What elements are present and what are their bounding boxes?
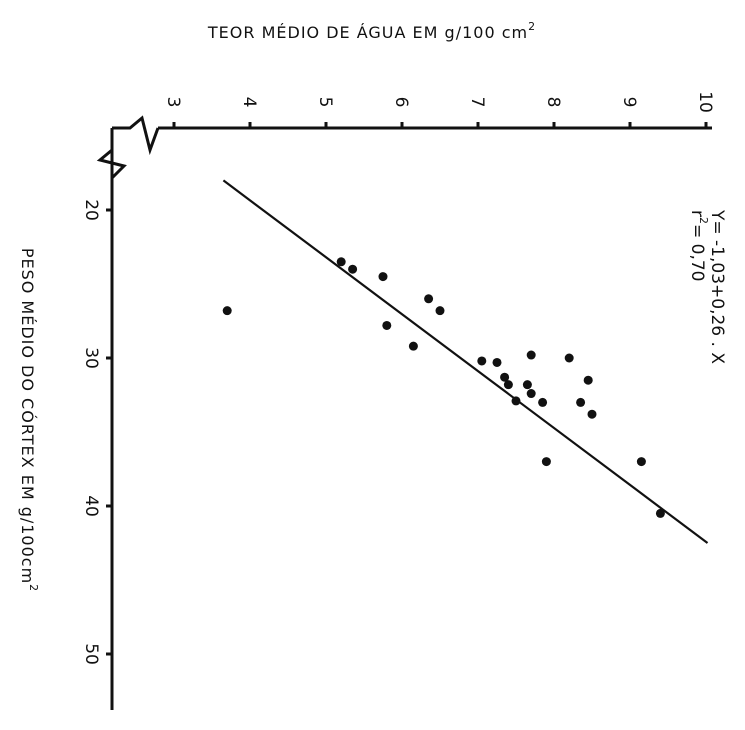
data-points xyxy=(222,257,665,518)
data-point xyxy=(477,356,487,366)
water-tick-label: 6 xyxy=(391,97,411,108)
data-point xyxy=(492,357,502,367)
regression-equation: Y= -1,03+0,26 . X xyxy=(707,209,727,364)
water-tick-label: 8 xyxy=(543,97,563,108)
data-point xyxy=(382,320,392,330)
cortex-tick-label: 20 xyxy=(81,199,101,221)
water-axis-break xyxy=(112,115,160,156)
data-point xyxy=(541,457,551,467)
r-squared-label: r2= 0,70 xyxy=(687,210,710,282)
data-point xyxy=(587,409,597,419)
data-point xyxy=(538,397,548,407)
water-tick-label: 3 xyxy=(163,97,183,108)
axes xyxy=(96,115,712,710)
data-point xyxy=(500,372,510,382)
data-point xyxy=(435,306,445,316)
data-point xyxy=(636,457,646,467)
data-point xyxy=(378,272,388,282)
data-point xyxy=(526,350,536,360)
cortex-axis-break xyxy=(96,128,127,190)
regression-annotation: Y= -1,03+0,26 . X r2= 0,70 xyxy=(687,209,727,364)
water-tick-label: 7 xyxy=(467,97,487,108)
water-tick-label: 5 xyxy=(315,97,335,108)
regression-line xyxy=(222,179,709,544)
water-axis-title: TEOR MÉDIO DE ÁGUA EM g/100 cm2 xyxy=(207,20,536,42)
data-point xyxy=(526,389,536,399)
cortex-tick-label: 30 xyxy=(81,347,101,369)
water-tick-label: 9 xyxy=(619,97,639,108)
data-point xyxy=(408,341,418,351)
data-point xyxy=(348,264,358,274)
data-point xyxy=(583,375,593,385)
data-point xyxy=(424,294,434,304)
tick-labels: 3 4 5 6 7 8 9 10 20 30 40 50 xyxy=(81,91,715,665)
data-point xyxy=(522,380,532,390)
data-point xyxy=(564,353,574,363)
cortex-tick-label: 50 xyxy=(81,643,101,665)
data-point xyxy=(222,306,232,316)
water-tick-label: 4 xyxy=(239,97,259,108)
cortex-tick-label: 40 xyxy=(81,495,101,517)
cortex-axis-title: PESO MÉDIO DO CÓRTEX EM g/100cm2 xyxy=(18,248,40,592)
data-point xyxy=(503,380,513,390)
data-point xyxy=(336,257,346,267)
regression-fit-line xyxy=(222,179,709,544)
data-point xyxy=(576,397,586,407)
data-point xyxy=(655,508,665,518)
water-tick-label: 10 xyxy=(695,91,715,113)
